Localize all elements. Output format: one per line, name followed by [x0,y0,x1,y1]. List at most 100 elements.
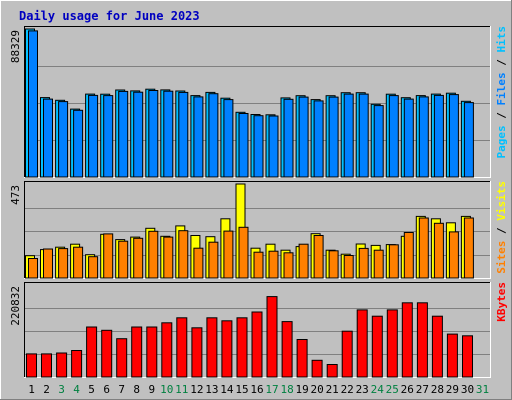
x-tick-label-day-20: 20 [310,383,323,396]
sites-visits-sites-bar-21 [328,250,339,279]
kbytes-kbytes-bar-23 [356,309,368,378]
kbytes-kbytes-bar-14 [221,320,233,378]
hits-files-y-max-label: 88329 [9,30,22,63]
sites-visits-sites-bar-4 [73,246,84,279]
chart-panels: 88329 Pages / Files / Hits 473 Sites / Visi… [9,26,508,378]
hits-files-files-bar-5 [88,94,99,178]
sites-visits-sites-bar-27 [418,217,429,279]
x-tick-label-day-27: 27 [416,383,429,396]
sites-visits-legend-sites: Sites [495,241,508,274]
sites-visits-y-max-label: 473 [9,185,22,205]
kbytes-kbytes-bar-4 [71,350,83,378]
hits-files-files-bar-12 [193,96,204,178]
kbytes-kbytes-bar-7 [116,338,128,378]
hits-files-files-bar-26 [403,98,414,178]
x-tick-label-day-15: 15 [235,383,248,396]
hits-files-files-bar-7 [118,90,129,178]
hits-files-files-bar-2 [43,98,53,178]
sites-visits-sites-bar-24 [373,249,384,279]
x-tick-label-day-30: 30 [461,383,474,396]
hits-files-files-bar-24 [373,105,384,178]
sites-visits-sites-bar-25 [388,244,399,279]
kbytes-kbytes-bar-21 [326,364,338,378]
x-tick-label-day-28: 28 [431,383,444,396]
hits-files-files-bar-18 [283,98,294,178]
sites-visits-sites-bar-10 [163,236,174,279]
x-tick-label-day-8: 8 [133,383,140,396]
kbytes-kbytes-bar-30 [462,335,473,378]
x-tick-label-day-4: 4 [73,383,80,396]
x-tick-label-day-2: 2 [43,383,50,396]
kbytes-kbytes-bar-9 [146,326,158,378]
hits-files-files-bar-13 [208,93,219,178]
kbytes-kbytes-bar-28 [431,315,443,378]
hits-files-files-bar-10 [163,90,174,178]
sites-visits-sites-bar-14 [223,230,234,279]
sites-visits-sites-bar-29 [448,231,459,279]
kbytes-kbytes-bar-10 [161,322,173,378]
kbytes-kbytes-bar-25 [386,309,398,378]
sites-visits-sites-bar-17 [268,250,279,279]
hits-files-files-bar-6 [103,95,114,178]
kbytes-kbytes-bar-22 [341,330,353,378]
x-tick-label-day-12: 12 [190,383,203,396]
x-tick-label-day-25: 25 [386,383,399,396]
hits-files-legend-separator: / [495,106,508,126]
x-tick-label-day-17: 17 [265,383,278,396]
x-tick-label-day-23: 23 [356,383,369,396]
sites-visits-legend-separator: / [495,221,508,241]
hits-files-files-bar-19 [298,96,309,178]
sites-visits-sites-bar-18 [283,252,294,279]
sites-visits-sites-bar-15 [238,226,249,279]
x-tick-label-day-19: 19 [295,383,308,396]
kbytes-kbytes-bar-24 [371,315,383,378]
hits-files-files-bar-25 [388,95,399,178]
hits-files-legend: Pages / Files / Hits [495,26,508,159]
x-tick-label-day-5: 5 [88,383,95,396]
hits-files-files-bar-23 [358,93,369,178]
kbytes-kbytes-bar-18 [281,321,293,378]
hits-files-files-bar-1 [28,30,38,178]
sites-visits-legend-visits: Visits [495,181,508,221]
hits-files-files-bar-17 [268,115,279,178]
kbytes-kbytes-bar-19 [296,339,308,378]
kbytes-kbytes-bar-16 [251,311,263,378]
sites-visits-sites-bar-26 [403,232,414,279]
sites-visits-sites-bar-19 [298,243,309,279]
hits-files-files-bar-30 [463,102,474,178]
x-tick-label-day-22: 22 [341,383,354,396]
kbytes-panel: 220832 KBytes [9,282,508,378]
hits-files-legend-separator: / [495,53,508,73]
kbytes-kbytes-bar-13 [206,317,218,378]
hits-files-legend-files: Files [495,72,508,105]
kbytes-kbytes-bar-11 [176,317,188,378]
kbytes-kbytes-bar-12 [191,327,203,378]
kbytes-kbytes-bar-29 [446,333,458,378]
sites-visits-sites-bar-11 [178,230,189,279]
sites-visits-sites-bar-20 [313,235,324,279]
x-tick-label-day-11: 11 [175,383,188,396]
x-tick-label-day-29: 29 [446,383,459,396]
x-tick-label-day-6: 6 [103,383,110,396]
kbytes-kbytes-bar-2 [41,353,52,378]
sites-visits-sites-bar-30 [463,217,474,279]
x-tick-label-day-1: 1 [28,383,35,396]
x-tick-label-day-7: 7 [118,383,125,396]
x-tick-label-day-18: 18 [280,383,293,396]
sites-visits-sites-bar-13 [208,241,219,279]
sites-visits-panel: 473 Sites / Visits [9,181,508,279]
hits-files-files-bar-9 [148,90,159,178]
sites-visits-sites-bar-7 [118,240,129,279]
x-tick-label-day-16: 16 [250,383,263,396]
hits-files-files-bar-8 [133,91,144,178]
sites-visits-sites-bar-5 [88,256,99,279]
kbytes-kbytes-bar-17 [266,296,278,378]
hits-files-files-bar-20 [313,100,324,178]
hits-files-files-bar-27 [418,96,429,178]
kbytes-kbytes-bar-6 [101,329,113,378]
kbytes-legend-kbytes: KBytes [495,282,508,322]
kbytes-y-max-label: 220832 [9,286,22,326]
x-axis-day-labels: 1 2 3 4 5 6 7 8 9 10 11 12 13 14 15 16 17 18 19 20 21 22 23 24 2… [28,383,489,396]
sites-visits-sites-bar-12 [193,247,204,279]
